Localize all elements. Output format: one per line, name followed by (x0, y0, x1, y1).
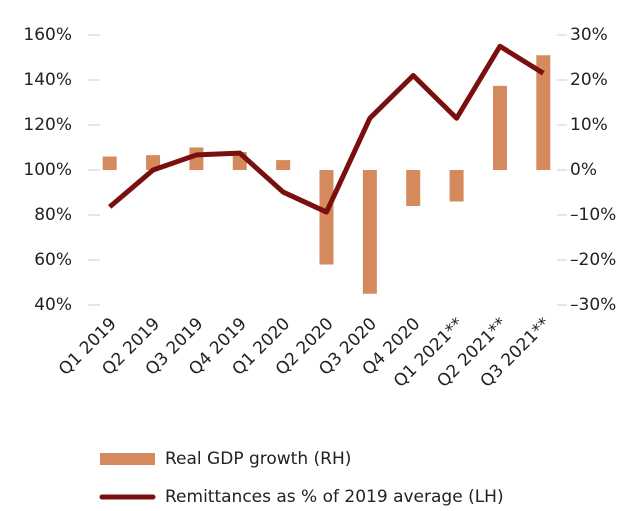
y-tick-label: 160% (23, 25, 72, 45)
y2-tick-label: –20% (570, 250, 616, 270)
y-tick-label: 80% (34, 205, 72, 225)
bar (449, 170, 464, 202)
y2-tick-label: –10% (570, 205, 616, 225)
bar (319, 170, 334, 265)
bar (406, 170, 421, 206)
y2-tick-label: 20% (570, 70, 608, 90)
bar (492, 85, 507, 170)
y2-tick-label: 30% (570, 25, 608, 45)
y-tick-label: 140% (23, 70, 72, 90)
legend-swatch (100, 453, 155, 465)
y-tick-label: 100% (23, 160, 72, 180)
bar (102, 156, 117, 170)
legend-label: Real GDP growth (RH) (165, 449, 351, 469)
y-tick-label: 40% (34, 295, 72, 315)
bar (536, 55, 551, 170)
bar (276, 160, 291, 170)
y2-tick-label: 10% (570, 115, 608, 135)
y2-tick-label: 0% (570, 160, 597, 180)
y2-tick-label: –30% (570, 295, 616, 315)
line (108, 43, 545, 215)
bar (362, 170, 377, 294)
y-tick-label: 60% (34, 250, 72, 270)
y-tick-label: 120% (23, 115, 72, 135)
legend-label: Remittances as % of 2019 average (LH) (165, 487, 504, 507)
